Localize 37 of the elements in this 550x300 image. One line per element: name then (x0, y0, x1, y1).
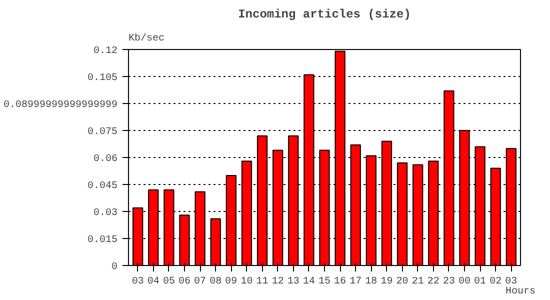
y-tick-label: 0.045 (87, 181, 118, 192)
x-tick-label: 20 (396, 276, 408, 288)
x-tick-label: 17 (350, 276, 362, 288)
x-tick-label: 09 (225, 276, 238, 288)
y-tick-label: 0.12 (93, 46, 118, 57)
x-tick-label: 06 (178, 276, 191, 288)
x-tick-label: 10 (240, 276, 253, 288)
x-tick-label: 05 (162, 276, 175, 288)
x-axis-title: Hours (506, 286, 536, 298)
x-tick-label: 19 (380, 276, 393, 288)
x-tick-label: 14 (302, 276, 315, 288)
x-tick-label: 04 (147, 276, 160, 288)
x-tick-label: 21 (412, 276, 424, 288)
x-tick-label: 16 (334, 276, 346, 288)
chart-title: Incoming articles (size) (238, 8, 411, 22)
x-tick-label: 11 (256, 276, 268, 288)
x-tick-label: 08 (210, 276, 222, 288)
x-tick-label: 13 (287, 276, 300, 288)
y-axis-title: Kb/sec (128, 32, 165, 44)
x-tick-label: 18 (365, 276, 378, 288)
x-tick-label: 15 (318, 276, 331, 288)
y-tick-label: 0.08999999999999999 (3, 100, 118, 111)
x-tick-label: 12 (272, 276, 284, 288)
x-tick-label: 02 (490, 276, 502, 288)
y-tick-label: 0.06 (93, 154, 118, 165)
x-tick-label: 03 (505, 276, 518, 288)
x-tick-label: 23 (442, 276, 455, 288)
x-tick-label: 22 (427, 276, 440, 288)
y-tick-label: 0 (112, 262, 118, 273)
x-tick-label: 00 (458, 276, 471, 288)
x-tick-label: 07 (194, 276, 206, 288)
y-tick-label: 0.015 (87, 235, 118, 246)
y-tick-label: 0.03 (93, 208, 118, 219)
x-tick-label: 01 (474, 276, 486, 288)
y-tick-label: 0.105 (87, 73, 118, 84)
x-tick-label: 03 (132, 276, 144, 288)
y-tick-label: 0.075 (87, 127, 118, 138)
